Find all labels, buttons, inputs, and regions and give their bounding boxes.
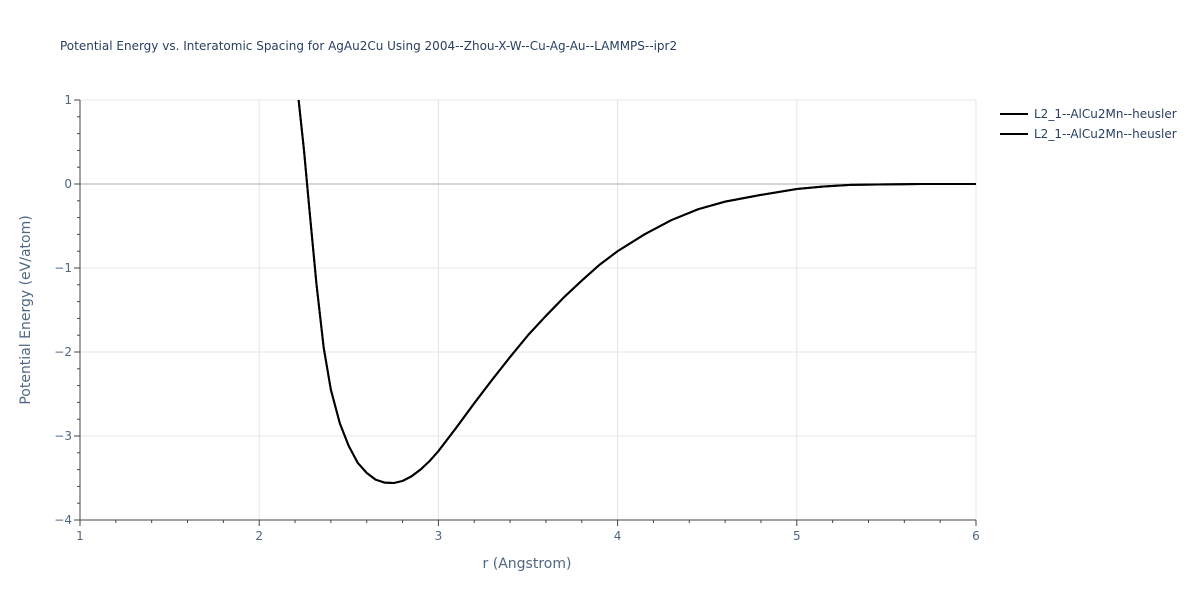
legend-item-2[interactable]: L2_1--AlCu2Mn--heusler bbox=[1000, 127, 1177, 141]
x-tick-label: 6 bbox=[972, 529, 980, 543]
x-tick-label: 5 bbox=[793, 529, 801, 543]
y-tick-label: −1 bbox=[54, 261, 72, 275]
series-line-2[interactable] bbox=[297, 100, 976, 485]
x-axis-label: r (Angstrom) bbox=[483, 556, 572, 572]
legend[interactable]: L2_1--AlCu2Mn--heusler L2_1--AlCu2Mn--heu… bbox=[1000, 107, 1177, 141]
y-tick-label: −4 bbox=[54, 513, 72, 527]
series-line-1[interactable] bbox=[297, 100, 976, 485]
x-tick-label: 1 bbox=[76, 529, 84, 543]
x-tick-label: 2 bbox=[255, 529, 263, 543]
legend-label: L2_1--AlCu2Mn--heusler bbox=[1034, 107, 1177, 121]
y-tick-label: −3 bbox=[54, 429, 72, 443]
x-tick-label: 4 bbox=[614, 529, 622, 543]
legend-label: L2_1--AlCu2Mn--heusler bbox=[1034, 127, 1177, 141]
y-axis-label: Potential Energy (eV/atom) bbox=[18, 215, 34, 404]
y-tick-label: −2 bbox=[54, 345, 72, 359]
plot-area bbox=[297, 100, 976, 485]
y-tick-label: 1 bbox=[64, 93, 72, 107]
y-tick-label: 0 bbox=[64, 177, 72, 191]
x-tick-label: 3 bbox=[435, 529, 443, 543]
legend-item-1[interactable]: L2_1--AlCu2Mn--heusler bbox=[1000, 107, 1177, 121]
grid-lines bbox=[80, 99, 977, 520]
chart-title: Potential Energy vs. Interatomic Spacing… bbox=[60, 39, 677, 53]
axes: 1 2 3 4 5 6 1 0 −1 −2 −3 −4 bbox=[54, 93, 980, 543]
